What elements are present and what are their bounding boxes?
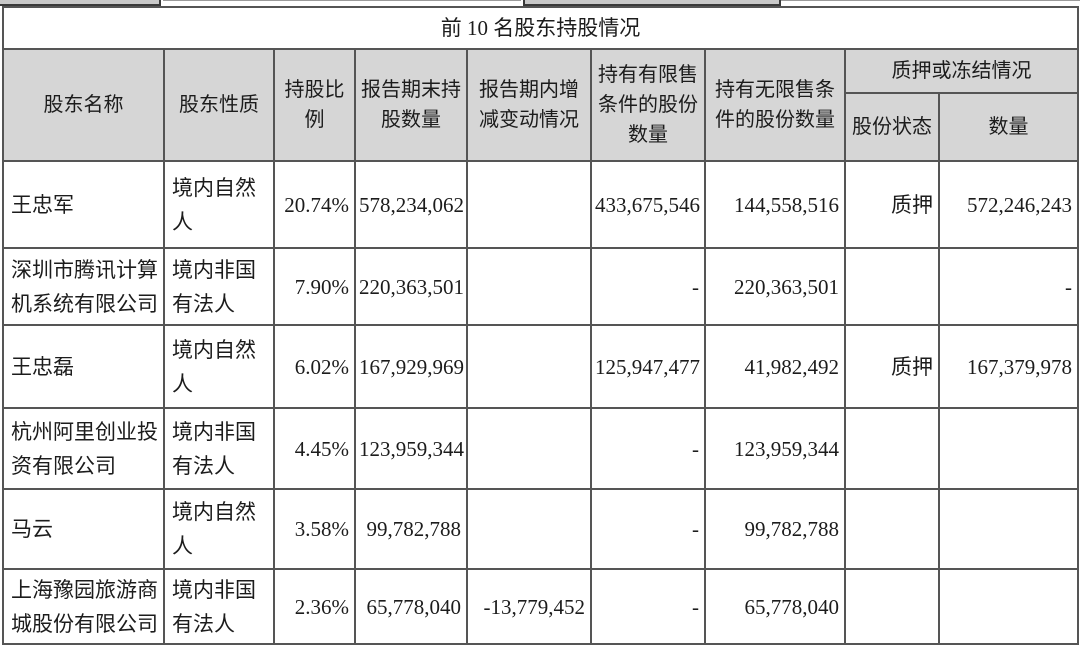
cell-restricted-shares: - xyxy=(590,488,706,570)
cell-shares-end-of-period: 99,782,788 xyxy=(354,488,468,570)
col-header-pledge-or-freeze: 质押或冻结情况 xyxy=(843,48,1080,94)
cell-shareholding-ratio: 4.45% xyxy=(273,407,356,490)
cell-shareholder-name: 马云 xyxy=(2,488,165,570)
cell-unrestricted-shares: 65,778,040 xyxy=(704,568,846,645)
table-title: 前 10 名股东持股情况 xyxy=(1,6,1080,50)
table-row: 王忠军 境内自然 人 20.74% 578,234,062 433,675,54… xyxy=(2,160,1080,249)
cell-shareholder-name: 王忠磊 xyxy=(2,324,165,409)
cell-shareholder-name: 深圳市腾讯计算 机系统有限公司 xyxy=(2,247,165,326)
cell-shareholder-name: 王忠军 xyxy=(2,160,165,249)
cell-change-in-period xyxy=(466,247,592,326)
divider xyxy=(163,0,521,1)
previous-row-cell xyxy=(523,0,781,6)
cell-quantity: 167,379,978 xyxy=(937,324,1080,409)
col-header-shareholder-name: 股东名称 xyxy=(2,48,165,162)
cell-quantity xyxy=(937,488,1080,570)
cell-shareholding-ratio: 7.90% xyxy=(273,247,356,326)
cell-quantity xyxy=(937,568,1080,645)
previous-row-cell xyxy=(0,0,161,6)
table-row: 王忠磊 境内自然 人 6.02% 167,929,969 125,947,477… xyxy=(2,324,1080,409)
cell-share-status xyxy=(844,247,940,326)
header-row-sub: 股份状态 数量 xyxy=(3,92,1080,162)
cell-shares-end-of-period: 578,234,062 xyxy=(354,160,468,249)
cell-change-in-period: -13,779,452 xyxy=(466,568,592,645)
cell-share-status xyxy=(844,488,940,570)
cell-unrestricted-shares: 144,558,516 xyxy=(704,160,846,249)
cell-shareholding-ratio: 3.58% xyxy=(273,488,356,570)
cell-shareholder-name: 杭州阿里创业投 资有限公司 xyxy=(2,407,165,490)
cell-unrestricted-shares: 99,782,788 xyxy=(704,488,846,570)
cell-share-status xyxy=(844,407,940,490)
col-header-quantity: 数量 xyxy=(937,92,1080,162)
cell-shareholder-nature: 境内非国 有法人 xyxy=(163,247,275,326)
cell-restricted-shares: - xyxy=(590,247,706,326)
cell-shareholder-nature: 境内非国 有法人 xyxy=(163,568,275,645)
cell-share-status: 质押 xyxy=(844,160,940,249)
cell-shareholding-ratio: 2.36% xyxy=(273,568,356,645)
cell-shares-end-of-period: 167,929,969 xyxy=(354,324,468,409)
cell-restricted-shares: - xyxy=(590,407,706,490)
cell-unrestricted-shares: 220,363,501 xyxy=(704,247,846,326)
col-header-shares-end-of-period: 报告期末持 股数量 xyxy=(354,48,468,162)
cell-shareholder-nature: 境内非国 有法人 xyxy=(163,407,275,490)
header-row-top: 股东名称 股东性质 持股比 例 报告期末持 股数量 报告期内增 减变动情况 持有… xyxy=(2,48,1080,162)
col-header-shareholding-ratio: 持股比 例 xyxy=(273,48,356,162)
table-row: 上海豫园旅游商 城股份有限公司 境内非国 有法人 2.36% 65,778,04… xyxy=(2,568,1080,645)
col-header-change-in-period: 报告期内增 减变动情况 xyxy=(466,48,592,162)
cell-shares-end-of-period: 123,959,344 xyxy=(354,407,468,490)
cell-quantity: 572,246,243 xyxy=(937,160,1080,249)
cell-change-in-period xyxy=(466,160,592,249)
cell-restricted-shares: 433,675,546 xyxy=(590,160,706,249)
table-row: 深圳市腾讯计算 机系统有限公司 境内非国 有法人 7.90% 220,363,5… xyxy=(2,247,1080,326)
table-title-row: 前 10 名股东持股情况 xyxy=(1,6,1080,50)
cell-restricted-shares: - xyxy=(590,568,706,645)
cell-share-status: 质押 xyxy=(844,324,940,409)
col-header-share-status: 股份状态 xyxy=(844,92,940,162)
table-row: 杭州阿里创业投 资有限公司 境内非国 有法人 4.45% 123,959,344… xyxy=(2,407,1080,490)
cell-restricted-shares: 125,947,477 xyxy=(590,324,706,409)
cell-quantity: - xyxy=(937,247,1080,326)
cell-shareholding-ratio: 20.74% xyxy=(273,160,356,249)
cell-shareholder-nature: 境内自然 人 xyxy=(163,324,275,409)
cell-unrestricted-shares: 123,959,344 xyxy=(704,407,846,490)
table-row: 马云 境内自然 人 3.58% 99,782,788 - 99,782,788 xyxy=(2,488,1080,570)
cell-shares-end-of-period: 220,363,501 xyxy=(354,247,468,326)
top10-shareholders-table: 前 10 名股东持股情况 股东名称 股东性质 持股比 例 报告期末持 股数量 报… xyxy=(1,6,1080,645)
previous-table-row-remnant xyxy=(0,0,1080,6)
cell-share-status xyxy=(844,568,940,645)
cell-shareholder-nature: 境内自然 人 xyxy=(163,160,275,249)
cell-shareholder-nature: 境内自然 人 xyxy=(163,488,275,570)
divider xyxy=(781,0,1080,1)
cell-shareholding-ratio: 6.02% xyxy=(273,324,356,409)
cell-change-in-period xyxy=(466,488,592,570)
col-header-restricted-shares: 持有有限售 条件的股份 数量 xyxy=(590,48,706,162)
cell-quantity xyxy=(937,407,1080,490)
cell-shareholder-name: 上海豫园旅游商 城股份有限公司 xyxy=(2,568,165,645)
cell-unrestricted-shares: 41,982,492 xyxy=(704,324,846,409)
cell-change-in-period xyxy=(466,407,592,490)
cell-change-in-period xyxy=(466,324,592,409)
col-header-shareholder-nature: 股东性质 xyxy=(163,48,275,162)
cell-shares-end-of-period: 65,778,040 xyxy=(354,568,468,645)
col-header-unrestricted-shares: 持有无限售条 件的股份数量 xyxy=(704,48,846,162)
